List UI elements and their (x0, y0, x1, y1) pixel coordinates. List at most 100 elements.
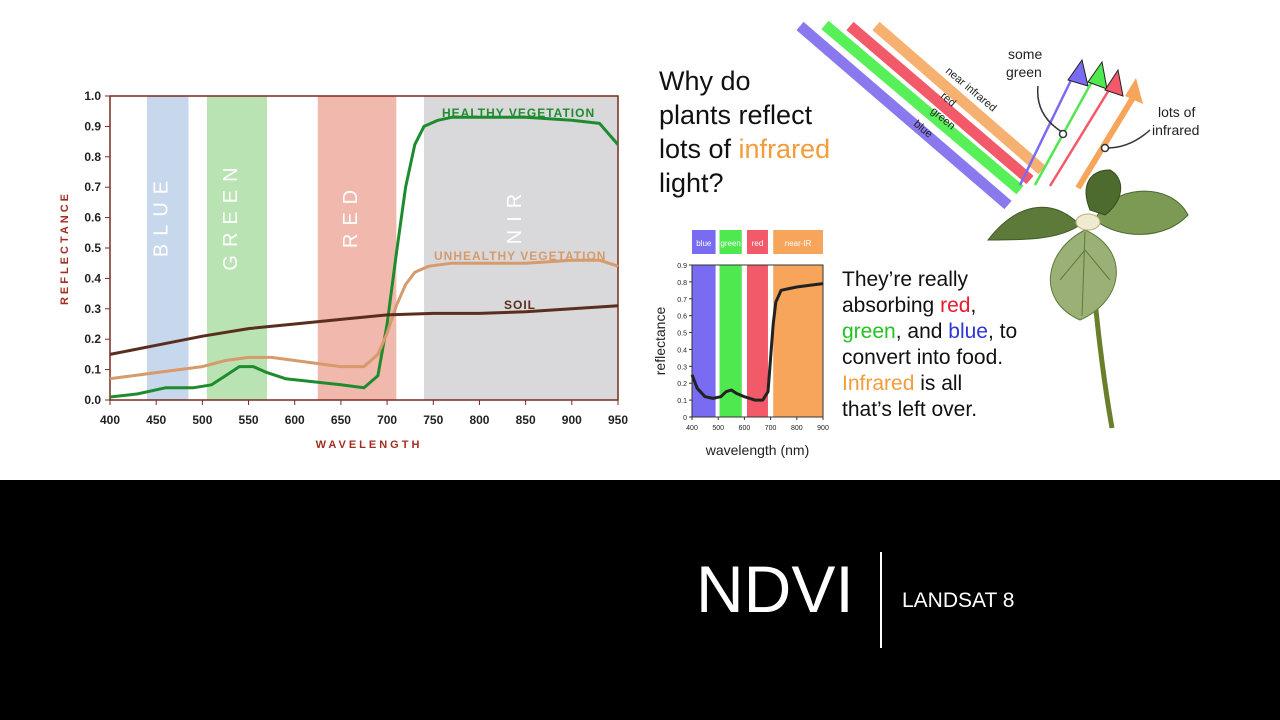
reflected-infrared-arrow (1075, 94, 1137, 190)
label-green: green (1006, 64, 1042, 80)
small-y-tick-label: 0.1 (677, 398, 687, 405)
answer-text: They’re really absorbing red, green, and… (842, 267, 1017, 423)
x-tick-label: 700 (377, 413, 397, 427)
small-band-legend-label-red: red (752, 239, 764, 248)
reflected-arrows (1018, 58, 1143, 190)
answer-absorbing: absorbing (842, 294, 941, 317)
answer-line-6: that’s left over. (842, 398, 978, 421)
small-band-legend-label-green: green (720, 239, 740, 248)
x-tick-label: 550 (239, 413, 259, 427)
small-band-legend-label-near-ir: near-IR (785, 239, 812, 248)
slide-subtitle: LANDSAT 8 (902, 589, 1015, 612)
small-band-blue (692, 265, 716, 417)
small-band-legend-green (719, 230, 742, 254)
y-tick-label: 0.7 (84, 180, 101, 194)
small-series-line-0 (690, 282, 824, 402)
answer-and: , and (895, 320, 949, 343)
answer-comma: , (970, 294, 977, 317)
small-band-red (747, 265, 768, 417)
beam-near-infrared (872, 21, 1046, 175)
band-label-red: RED (340, 182, 362, 248)
y-tick-label: 0.1 (84, 363, 101, 377)
x-tick-label: 400 (100, 413, 120, 427)
question-line-3-prefix: lots of (659, 134, 739, 164)
question-line-4: light? (659, 168, 724, 198)
label-infrared: infrared (1152, 122, 1199, 138)
small-band-green (719, 265, 742, 417)
reflected-infrared-arrowhead (1125, 78, 1143, 104)
y-tick-label: 0.3 (84, 302, 101, 316)
small-band-legend-near-ir (773, 230, 823, 254)
title-divider (880, 552, 882, 648)
small-x-tick-label: 600 (739, 425, 751, 432)
answer-line-1: They’re really (842, 268, 969, 291)
band-blue (146, 96, 189, 400)
question-line-3: lots of infrared (659, 132, 830, 166)
y-tick-label: 0.4 (84, 271, 101, 285)
plant-leaf-veins (1059, 231, 1111, 317)
question-line-2: plants reflect (659, 100, 813, 130)
plant-light-illustration: blue green red near infrared some green (796, 20, 1199, 429)
small-x-tick-label: 700 (765, 425, 777, 432)
small-x-tick-label: 500 (712, 425, 724, 432)
y-axis-label: REFLECTANCE (59, 191, 71, 305)
series-label-soil: SOIL (504, 298, 536, 312)
small-y-tick-label: 0.9 (677, 263, 687, 270)
y-tick-label: 1.0 (84, 89, 101, 103)
small-y-axis-label: reflectance (652, 307, 668, 376)
series-line-soil (109, 304, 619, 356)
answer-line-3: green, and blue, to (842, 319, 1017, 345)
lots-of-infrared-callout-dot (1100, 143, 1110, 153)
x-tick-label: 650 (331, 413, 351, 427)
answer-is-all: is all (914, 372, 963, 395)
reflected-blue-arrow (1018, 71, 1077, 186)
answer-to: , to (987, 320, 1018, 343)
answer-blue-word: blue (948, 320, 988, 343)
small-plot-frame (691, 264, 824, 418)
small-y-tick-label: 0.3 (677, 364, 687, 371)
y-tick-label: 0.6 (84, 211, 101, 225)
band-nir (424, 96, 618, 400)
plant-flower (1075, 213, 1101, 231)
answer-line-4: convert into food. (842, 346, 1004, 369)
some-green-callout-line (1036, 85, 1063, 133)
lots-of-infrared-callout-line (1106, 129, 1151, 149)
series-line-healthy-vegetation (109, 115, 620, 399)
y-tick-label: 0.5 (84, 241, 101, 255)
some-green-callout-dot (1058, 129, 1068, 139)
reflectance-chart: BLUE GREEN RED NIR 0.0 0.1 0.2 0.3 0.4 0.5 0.6 0.7 0… (59, 89, 628, 451)
small-band-legend-blue (692, 230, 716, 254)
x-tick-label: 750 (423, 413, 443, 427)
x-tick-label: 500 (192, 413, 212, 427)
x-tick-label: 800 (469, 413, 489, 427)
incoming-light-beams (796, 20, 1046, 210)
y-tick-label: 0.8 (84, 150, 101, 164)
small-y-tick-label: 0 (683, 415, 687, 422)
trillium-plant (986, 169, 1189, 429)
x-tick-label: 900 (562, 413, 582, 427)
band-label-green: GREEN (220, 159, 242, 270)
small-y-tick-label: 0.5 (677, 331, 687, 338)
y-tick-label: 0.9 (84, 119, 101, 133)
plant-leaf-top (1085, 169, 1122, 216)
question-line-1: Why do (659, 66, 751, 96)
beam-green (821, 20, 1024, 195)
small-band-legend-red (747, 230, 768, 254)
series-label-healthy-vegetation: HEALTHY VEGETATION (442, 106, 595, 120)
small-y-tick-label: 0.6 (677, 314, 687, 321)
label-lots-of: lots of (1158, 104, 1195, 120)
answer-line-5: Infrared is all (842, 371, 1017, 397)
small-reflectance-chart: blue green red near-IR 0 0.1 0.2 0.3 0.4 0.5 0.6 0.… (652, 230, 829, 458)
slide-title: NDVI (696, 552, 854, 626)
x-tick-label: 850 (516, 413, 536, 427)
small-x-axis-label: wavelength (nm) (705, 442, 810, 458)
reflected-green-arrowhead (1087, 60, 1108, 90)
y-tick-label: 0.2 (84, 332, 101, 346)
answer-line-2: absorbing red, (842, 293, 1017, 319)
band-green (206, 96, 268, 400)
reflected-red-arrow (1048, 84, 1114, 187)
small-band-legend-label-blue: blue (696, 239, 712, 248)
series-label-unhealthy-vegetation: UNHEALTHY VEGETATION (434, 249, 606, 263)
reflected-blue-arrowhead (1067, 58, 1089, 87)
